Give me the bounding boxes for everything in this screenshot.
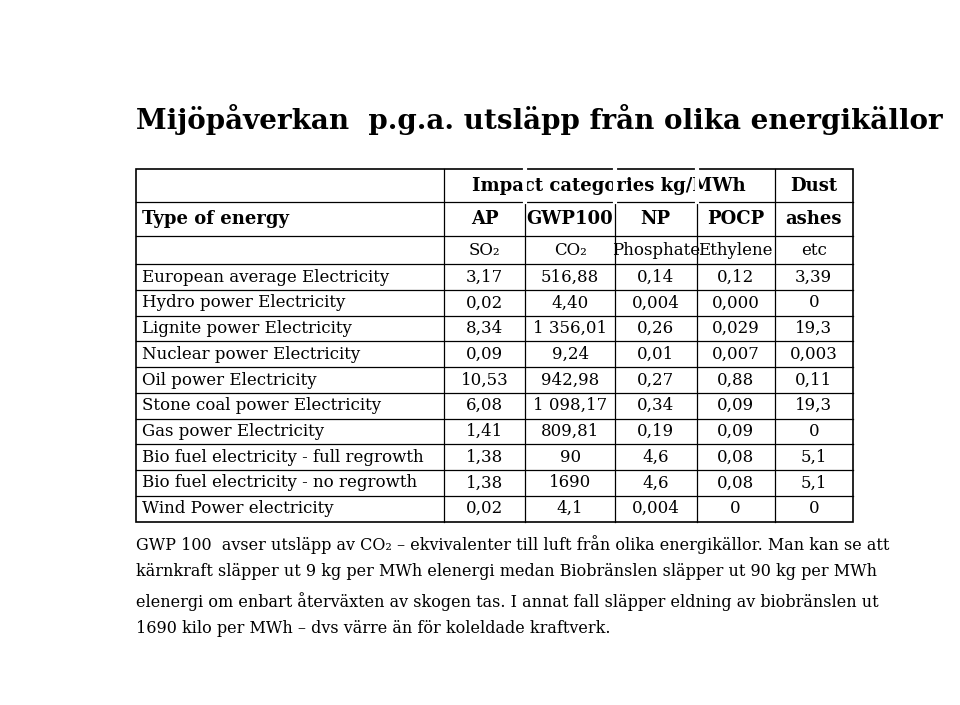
Text: 0,004: 0,004 — [632, 501, 680, 517]
Text: 0,34: 0,34 — [637, 398, 674, 415]
Text: 0,12: 0,12 — [717, 269, 755, 286]
Text: 5,1: 5,1 — [801, 449, 827, 466]
Text: 19,3: 19,3 — [795, 398, 832, 415]
Text: 0,02: 0,02 — [466, 295, 503, 312]
Text: 516,88: 516,88 — [541, 269, 599, 286]
Text: Hydro power Electricity: Hydro power Electricity — [142, 295, 346, 312]
Text: Oil power Electricity: Oil power Electricity — [142, 372, 317, 388]
Text: 4,40: 4,40 — [551, 295, 588, 312]
Text: 0,003: 0,003 — [790, 346, 838, 363]
Text: 0: 0 — [731, 501, 741, 517]
Text: Lignite power Electricity: Lignite power Electricity — [142, 320, 352, 337]
Text: 4,6: 4,6 — [642, 474, 669, 491]
Text: 1,38: 1,38 — [466, 474, 503, 491]
Text: 0,88: 0,88 — [717, 372, 755, 388]
Text: Dust: Dust — [790, 176, 837, 195]
Text: Nuclear power Electricity: Nuclear power Electricity — [142, 346, 361, 363]
Text: 0,09: 0,09 — [717, 423, 755, 440]
Text: Impact categories kg/MWh: Impact categories kg/MWh — [472, 176, 746, 195]
Text: 90: 90 — [560, 449, 581, 466]
Text: elenergi om enbart återväxten av skogen tas. I annat fall släpper eldning av bio: elenergi om enbart återväxten av skogen … — [136, 591, 879, 611]
Text: 9,24: 9,24 — [552, 346, 588, 363]
Text: 942,98: 942,98 — [541, 372, 599, 388]
Text: Mijöpåverkan  p.g.a. utsläpp från olika energikällor: Mijöpåverkan p.g.a. utsläpp från olika e… — [136, 104, 943, 135]
Text: AP: AP — [470, 210, 498, 228]
Text: 0: 0 — [808, 295, 819, 312]
Text: 1690: 1690 — [549, 474, 591, 491]
Text: 809,81: 809,81 — [540, 423, 599, 440]
Text: 10,53: 10,53 — [461, 372, 509, 388]
Text: Ethylene: Ethylene — [699, 242, 773, 259]
Text: 0,14: 0,14 — [637, 269, 674, 286]
Text: 4,1: 4,1 — [557, 501, 584, 517]
Text: 4,6: 4,6 — [642, 449, 669, 466]
Text: 0,004: 0,004 — [632, 295, 680, 312]
Text: 0,08: 0,08 — [717, 449, 755, 466]
Text: 0,007: 0,007 — [711, 346, 759, 363]
Text: Type of energy: Type of energy — [142, 210, 289, 228]
Text: 1690 kilo per MWh – dvs värre än för koleldade kraftverk.: 1690 kilo per MWh – dvs värre än för kol… — [136, 620, 611, 637]
Text: 8,34: 8,34 — [466, 320, 503, 337]
Text: POCP: POCP — [707, 210, 764, 228]
Text: 5,1: 5,1 — [801, 474, 827, 491]
Text: 0,01: 0,01 — [637, 346, 674, 363]
Text: ashes: ashes — [785, 210, 842, 228]
Text: NP: NP — [640, 210, 671, 228]
Text: GWP 100  avser utsläpp av CO₂ – ekvivalenter till luft från olika energikällor. : GWP 100 avser utsläpp av CO₂ – ekvivalen… — [136, 535, 890, 554]
Text: 0,08: 0,08 — [717, 474, 755, 491]
Text: etc: etc — [801, 242, 827, 259]
Text: Gas power Electricity: Gas power Electricity — [142, 423, 324, 440]
Text: 0,000: 0,000 — [711, 295, 759, 312]
Text: 1 098,17: 1 098,17 — [533, 398, 608, 415]
Text: 19,3: 19,3 — [795, 320, 832, 337]
Text: 1,38: 1,38 — [466, 449, 503, 466]
Text: Stone coal power Electricity: Stone coal power Electricity — [142, 398, 381, 415]
Text: European average Electricity: European average Electricity — [142, 269, 390, 286]
Text: 6,08: 6,08 — [466, 398, 503, 415]
Text: Wind Power electricity: Wind Power electricity — [142, 501, 334, 517]
Text: 0,09: 0,09 — [466, 346, 503, 363]
Text: Phosphate: Phosphate — [612, 242, 700, 259]
Text: 0,27: 0,27 — [637, 372, 674, 388]
Bar — [136, 168, 852, 522]
Text: 3,17: 3,17 — [466, 269, 503, 286]
Text: 0,09: 0,09 — [717, 398, 755, 415]
Text: GWP100: GWP100 — [527, 210, 613, 228]
Text: kärnkraft släpper ut 9 kg per MWh elenergi medan Biobränslen släpper ut 90 kg pe: kärnkraft släpper ut 9 kg per MWh elener… — [136, 563, 877, 580]
Text: 0,02: 0,02 — [466, 501, 503, 517]
Text: 0,11: 0,11 — [795, 372, 832, 388]
Text: 0: 0 — [808, 423, 819, 440]
Text: 3,39: 3,39 — [795, 269, 832, 286]
Text: CO₂: CO₂ — [554, 242, 587, 259]
Text: 0: 0 — [808, 501, 819, 517]
Text: 0,19: 0,19 — [637, 423, 674, 440]
Text: Bio fuel electricity - full regrowth: Bio fuel electricity - full regrowth — [142, 449, 424, 466]
Text: 0,26: 0,26 — [637, 320, 674, 337]
Text: 1,41: 1,41 — [466, 423, 503, 440]
Text: SO₂: SO₂ — [468, 242, 500, 259]
Text: 0,029: 0,029 — [711, 320, 759, 337]
Text: 1 356,01: 1 356,01 — [533, 320, 607, 337]
Text: Bio fuel electricity - no regrowth: Bio fuel electricity - no regrowth — [142, 474, 418, 491]
